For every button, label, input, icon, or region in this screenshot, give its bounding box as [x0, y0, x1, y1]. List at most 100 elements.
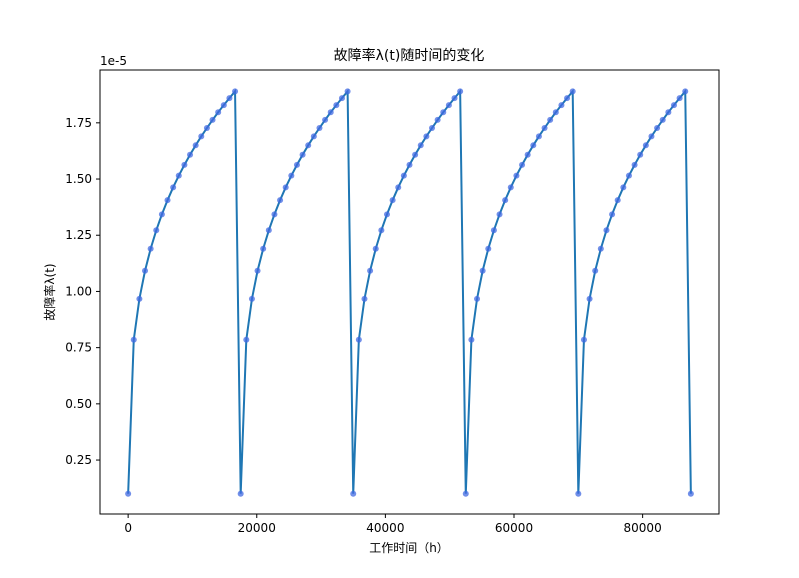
data-point: [198, 133, 205, 140]
data-point: [327, 109, 334, 116]
data-point: [130, 336, 137, 343]
data-point: [305, 142, 312, 149]
data-point: [541, 125, 548, 132]
data-point: [243, 336, 250, 343]
y-offset-label: 1e-5: [100, 54, 127, 68]
data-point: [260, 245, 267, 252]
data-point: [400, 172, 407, 179]
data-point: [248, 295, 255, 302]
data-point: [485, 245, 492, 252]
plot-area: [99, 69, 720, 515]
data-point: [642, 142, 649, 149]
data-point: [395, 184, 402, 191]
data-point: [147, 245, 154, 252]
x-axis-label: 工作时间（h）: [369, 541, 449, 555]
y-tick-label: 0.75: [65, 341, 92, 355]
data-point: [170, 184, 177, 191]
data-point: [586, 295, 593, 302]
data-point: [187, 151, 194, 158]
data-point: [513, 172, 520, 179]
data-point: [265, 227, 272, 234]
data-point: [654, 125, 661, 132]
data-point: [164, 197, 171, 204]
data-point: [462, 490, 469, 497]
data-point: [609, 211, 616, 218]
data-markers: [125, 88, 694, 497]
data-point: [620, 184, 627, 191]
data-point: [659, 116, 666, 123]
data-point: [535, 133, 542, 140]
data-point: [580, 336, 587, 343]
data-point: [209, 116, 216, 123]
data-point: [192, 142, 199, 149]
data-point: [153, 227, 160, 234]
data-point: [288, 172, 295, 179]
data-point: [530, 142, 537, 149]
y-tick-label: 0.25: [65, 453, 92, 467]
y-tick-label: 1.50: [65, 172, 92, 186]
data-point: [355, 336, 362, 343]
data-point: [490, 227, 497, 234]
data-point: [344, 88, 351, 95]
data-point: [142, 267, 149, 274]
data-point: [299, 151, 306, 158]
data-point: [423, 133, 430, 140]
data-point: [575, 490, 582, 497]
data-point: [524, 151, 531, 158]
data-point: [389, 197, 396, 204]
chart-title: 故障率λ(t)随时间的变化: [334, 47, 485, 64]
data-point: [350, 490, 357, 497]
data-point: [564, 95, 571, 102]
data-point: [507, 184, 514, 191]
data-point: [552, 109, 559, 116]
x-tick-label: 0: [124, 521, 132, 535]
data-point: [687, 490, 694, 497]
data-point: [316, 125, 323, 132]
data-point: [631, 161, 638, 168]
data-point: [215, 109, 222, 116]
y-axis-label: 故障率λ(t): [42, 263, 57, 320]
data-point: [406, 161, 413, 168]
data-point: [181, 161, 188, 168]
data-point: [254, 267, 261, 274]
data-point: [474, 295, 481, 302]
x-tick-label: 60000: [495, 521, 533, 535]
data-point: [125, 490, 132, 497]
data-point: [502, 197, 509, 204]
data-point: [451, 95, 458, 102]
data-point: [226, 95, 233, 102]
x-tick-label: 40000: [366, 521, 404, 535]
data-point: [237, 490, 244, 497]
data-point: [158, 211, 165, 218]
data-point: [322, 116, 329, 123]
y-tick-label: 0.50: [65, 397, 92, 411]
data-point: [468, 336, 475, 343]
data-point: [625, 172, 632, 179]
data-point: [412, 151, 419, 158]
data-point: [277, 197, 284, 204]
data-point: [440, 109, 447, 116]
data-point: [457, 88, 464, 95]
data-point: [614, 197, 621, 204]
data-point: [676, 95, 683, 102]
data-point: [338, 95, 345, 102]
data-point: [670, 102, 677, 109]
y-tick-label: 1.75: [65, 116, 92, 130]
data-point: [333, 102, 340, 109]
data-point: [203, 125, 210, 132]
data-point: [232, 88, 239, 95]
data-point: [603, 227, 610, 234]
data-point: [220, 102, 227, 109]
data-point: [558, 102, 565, 109]
y-tick-label: 1.00: [65, 284, 92, 298]
data-point: [282, 184, 289, 191]
x-tick-label: 20000: [238, 521, 276, 535]
data-point: [434, 116, 441, 123]
data-point: [417, 142, 424, 149]
data-point: [637, 151, 644, 158]
data-point: [682, 88, 689, 95]
data-point: [547, 116, 554, 123]
data-point: [445, 102, 452, 109]
data-point: [378, 227, 385, 234]
